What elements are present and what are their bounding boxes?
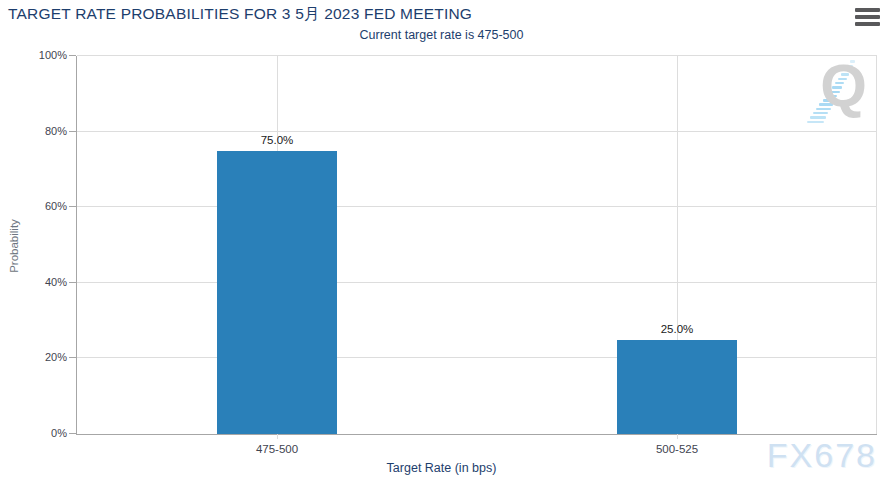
fedwatch-chart-panel: TARGET RATE PROBABILITIES FOR 3 5月 2023 … (0, 0, 883, 492)
probability-bar (217, 151, 337, 435)
y-gridline (77, 55, 877, 56)
y-tick-label: 100% (39, 48, 67, 62)
y-tick-mark (69, 55, 76, 56)
menu-bar (855, 22, 880, 26)
y-tick-mark (69, 131, 76, 132)
y-tick-mark (69, 433, 76, 434)
chart-subtitle: Current target rate is 475-500 (0, 28, 883, 42)
bar-value-label: 75.0% (261, 134, 294, 146)
x-tick-label: 475-500 (256, 443, 298, 455)
y-gridline (77, 357, 877, 358)
y-axis-title: Probability (8, 219, 20, 273)
y-tick-mark (69, 282, 76, 283)
menu-bar (855, 8, 880, 12)
plot-right-border (876, 56, 877, 434)
plot-area: 0%20%40%60%80%100%75.0%475-50025.0%500-5… (76, 56, 877, 435)
y-tick-label: 20% (45, 350, 67, 364)
hamburger-menu-icon[interactable] (855, 8, 880, 29)
chart-title: TARGET RATE PROBABILITIES FOR 3 5月 2023 … (8, 4, 472, 25)
y-tick-label: 40% (45, 275, 67, 289)
y-tick-mark (69, 206, 76, 207)
y-gridline (77, 131, 877, 132)
y-tick-mark (69, 357, 76, 358)
y-tick-label: 60% (45, 199, 67, 213)
y-gridline (77, 282, 877, 283)
fx678-watermark: FX678 (767, 436, 877, 475)
bar-value-label: 25.0% (661, 323, 694, 335)
y-tick-label: 80% (45, 124, 67, 138)
x-tick-mark (277, 434, 278, 439)
x-tick-mark (677, 434, 678, 439)
y-tick-label: 0% (51, 426, 67, 440)
probability-bar (617, 340, 737, 435)
x-tick-label: 500-525 (656, 443, 698, 455)
y-gridline (77, 206, 877, 207)
menu-bar (855, 15, 880, 19)
x-axis-title: Target Rate (in bps) (0, 461, 883, 475)
